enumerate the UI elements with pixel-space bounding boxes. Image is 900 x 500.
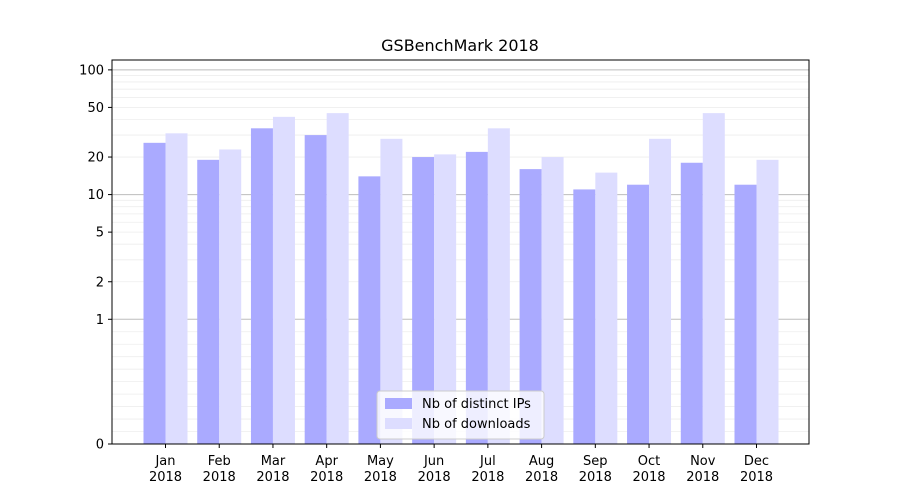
legend-box (376, 390, 545, 440)
x-tick-label-month: Sep (583, 454, 608, 469)
legend-label: Nb of distinct IPs (422, 397, 531, 412)
bar-distinct-ips (734, 184, 757, 444)
x-tick-label-month: Oct (638, 454, 660, 469)
bar-distinct-ips (573, 189, 596, 444)
x-tick-label-month: May (367, 454, 394, 469)
bar-downloads (272, 116, 295, 444)
x-tick-label-year: 2018 (418, 470, 451, 485)
bar-downloads (649, 138, 672, 444)
bar-distinct-ips (250, 128, 273, 445)
x-tick-label-year: 2018 (686, 470, 719, 485)
y-tick-label: 1 (96, 313, 104, 328)
x-tick-label-month: Jun (423, 454, 444, 469)
bar-distinct-ips (465, 151, 488, 444)
bar-downloads (702, 113, 725, 444)
x-tick-label-year: 2018 (203, 470, 236, 485)
legend: Nb of distinct IPs Nb of downloads (376, 390, 545, 440)
x-tick-label-month: Apr (315, 454, 338, 469)
y-tick-label: 5 (96, 226, 104, 241)
y-tick-label: 2 (96, 275, 104, 290)
y-tick-label: 10 (87, 188, 104, 203)
bar-distinct-ips (304, 135, 327, 445)
y-tick-label: 100 (79, 63, 104, 78)
bar-distinct-ips (519, 169, 542, 444)
legend-swatch (385, 398, 412, 409)
bar-distinct-ips (680, 162, 703, 444)
x-tick-label-month: Jul (479, 454, 496, 469)
bar-downloads (165, 133, 188, 444)
bar-distinct-ips (358, 176, 381, 444)
x-tick-label-year: 2018 (149, 470, 182, 485)
bar-downloads (756, 159, 779, 444)
x-axis: Jan2018Feb2018Mar2018Apr2018May2018Jun20… (149, 444, 773, 485)
y-axis: 0 1 2 5 10 20 50 100 (79, 63, 112, 453)
bar-downloads (595, 172, 618, 444)
bar-downloads (487, 128, 510, 445)
x-tick-label-year: 2018 (740, 470, 773, 485)
bar-distinct-ips (197, 159, 220, 444)
bar-downloads (380, 138, 403, 444)
bar-downloads (326, 113, 349, 444)
x-tick-label-year: 2018 (471, 470, 504, 485)
x-tick-label-year: 2018 (364, 470, 397, 485)
bar-distinct-ips (627, 184, 650, 444)
x-tick-label-month: Feb (208, 454, 231, 469)
x-tick-label-year: 2018 (579, 470, 612, 485)
legend-label: Nb of downloads (422, 417, 531, 432)
bar-downloads (219, 149, 242, 444)
y-tick-label: 20 (87, 151, 104, 166)
bar-distinct-ips (143, 142, 166, 445)
x-tick-label-month: Mar (261, 454, 286, 469)
y-tick-label: 50 (87, 101, 104, 116)
x-tick-label-month: Jan (154, 454, 175, 469)
bar-downloads (541, 157, 564, 444)
chart-title: GSBenchMark 2018 (381, 36, 539, 55)
x-tick-label-month: Aug (529, 454, 554, 469)
bar-downloads (434, 154, 457, 444)
plot-frame (111, 59, 810, 445)
y-tick-label: 0 (96, 438, 104, 453)
legend-swatch (385, 418, 412, 429)
x-tick-label-year: 2018 (256, 470, 289, 485)
bars (143, 113, 779, 445)
x-tick-label-month: Nov (690, 454, 716, 469)
x-tick-label-year: 2018 (525, 470, 558, 485)
x-tick-label-year: 2018 (632, 470, 665, 485)
x-tick-label-year: 2018 (310, 470, 343, 485)
x-tick-label-month: Dec (744, 454, 769, 469)
bar-distinct-ips (412, 157, 435, 444)
